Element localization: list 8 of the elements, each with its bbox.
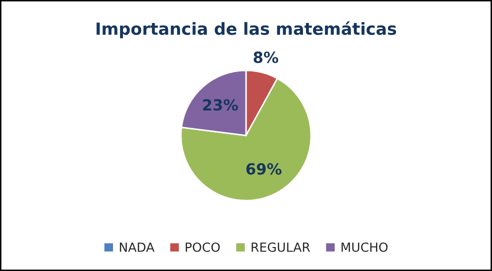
data-label: 69% [246, 163, 282, 175]
data-label: 8% [254, 52, 278, 64]
data-label: 23% [203, 99, 238, 111]
legend-label: REGULAR [252, 242, 310, 252]
chart-title: Importancia de las matemáticas [96, 21, 396, 38]
legend-label: NADA [120, 242, 154, 252]
legend-label: POCO [186, 242, 220, 252]
legend-label: MUCHO [342, 242, 388, 252]
